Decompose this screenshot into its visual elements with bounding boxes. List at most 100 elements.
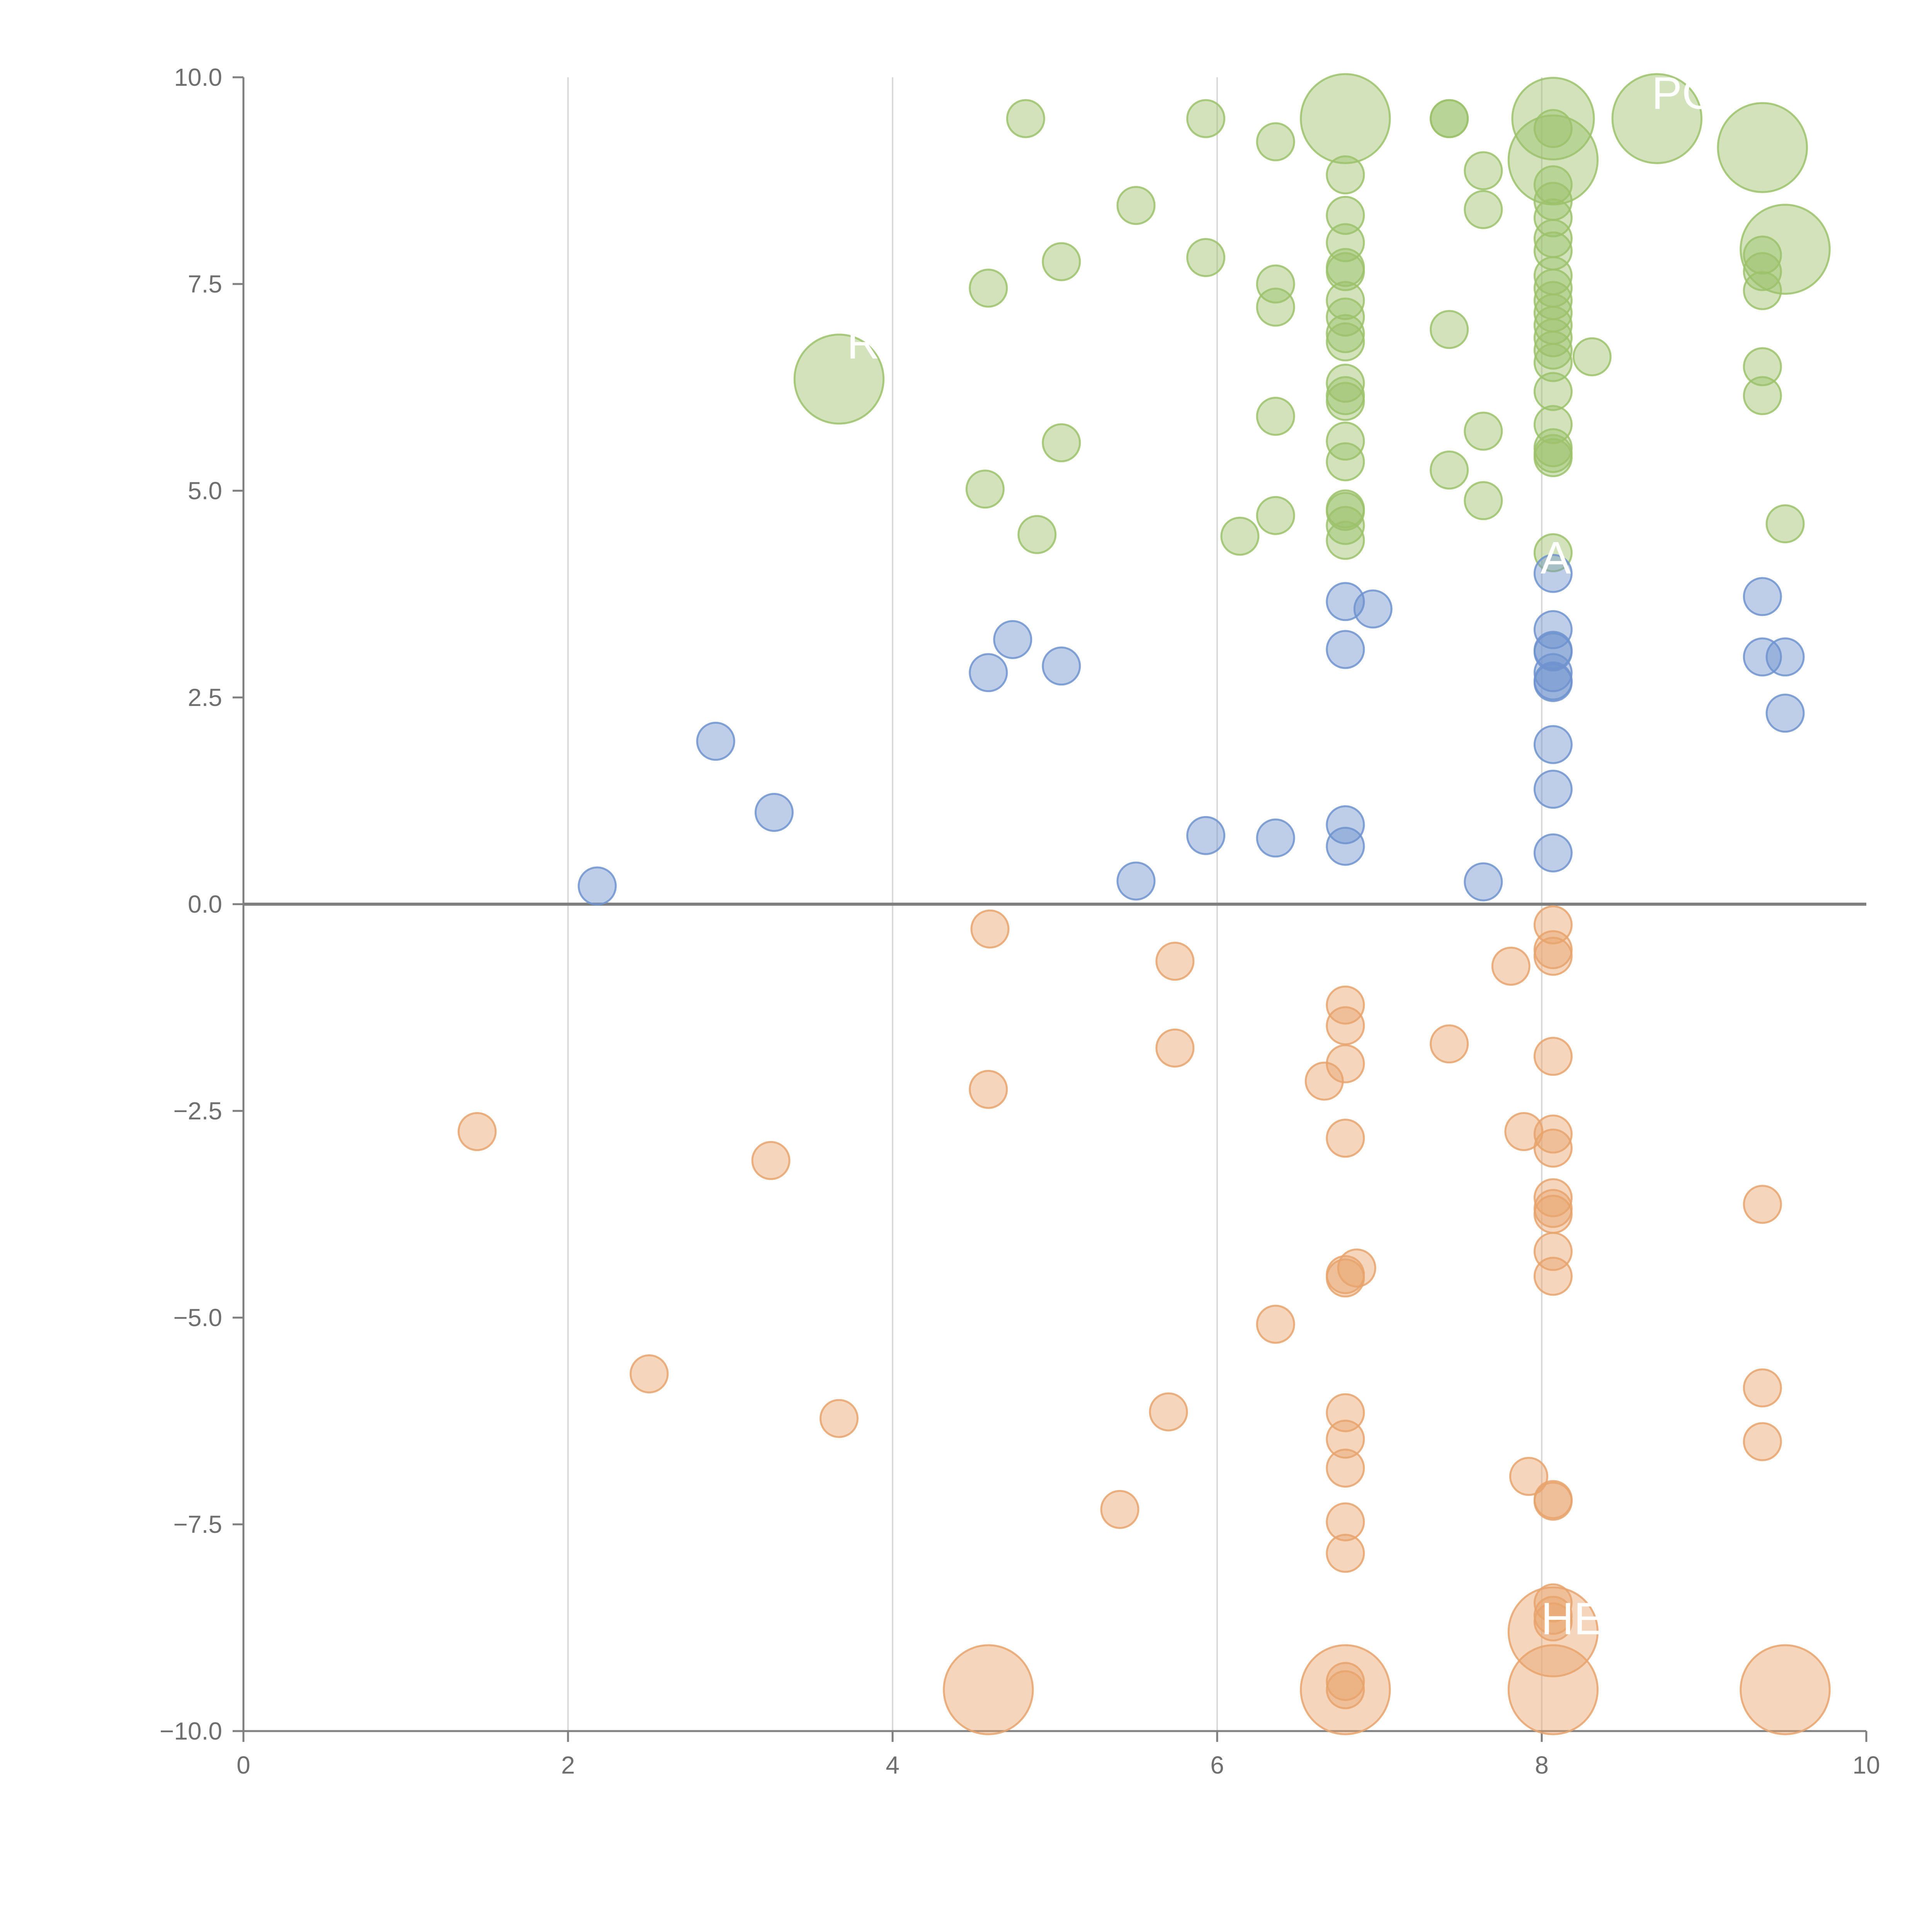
orange-point <box>1533 1114 1573 1154</box>
green-point <box>1116 186 1156 225</box>
orange-point <box>1326 1420 1365 1459</box>
blue-point <box>1042 646 1081 686</box>
y-tick-label: −2.5 <box>173 1097 222 1125</box>
green-point <box>1533 438 1573 477</box>
point-annotation: R <box>847 318 880 369</box>
orange-point <box>1326 1006 1365 1046</box>
y-tick-label: −7.5 <box>173 1510 222 1538</box>
orange-point <box>1743 1368 1782 1408</box>
green-point <box>1326 252 1365 291</box>
orange-point <box>1300 1644 1391 1735</box>
orange-point <box>1326 1670 1365 1709</box>
green-point <box>1326 196 1365 235</box>
green-point <box>1042 423 1081 463</box>
green-point <box>1326 314 1365 353</box>
blue-point <box>1533 632 1573 672</box>
green-point <box>1464 151 1503 190</box>
axes: 0 2 4 6 8 10 10.0 7.5 5.0 2.5 0.0 −2.5 −5.0 −7.5 −10.0 <box>160 63 1880 1779</box>
y-tick-label: 7.5 <box>188 270 222 298</box>
orange-point <box>1326 1119 1365 1158</box>
green-point <box>965 469 1005 509</box>
x-tick-label: 2 <box>561 1751 575 1779</box>
green-point <box>1533 372 1573 411</box>
x-tick-label: 4 <box>886 1751 900 1779</box>
orange-point <box>1326 1662 1365 1701</box>
blue-point <box>578 866 617 906</box>
blue-point <box>1326 805 1365 845</box>
orange-point <box>1743 1422 1782 1461</box>
orange-point <box>457 1112 497 1151</box>
orange-point <box>1533 1481 1573 1521</box>
orange-point <box>1533 1178 1573 1218</box>
orange-point <box>1326 1044 1365 1083</box>
blue-point <box>1765 637 1805 677</box>
blue-point <box>969 653 1008 692</box>
green-point <box>1765 504 1805 544</box>
orange-point <box>969 1070 1008 1109</box>
orange-point <box>1326 1534 1365 1573</box>
orange-point <box>629 1354 669 1394</box>
blue-point <box>1533 653 1573 692</box>
green-point <box>1743 235 1782 275</box>
orange-point <box>943 1644 1034 1735</box>
blue-point <box>1186 816 1226 855</box>
orange-point <box>1533 1195 1573 1234</box>
blue-point <box>1256 818 1295 858</box>
point-annotation: HE <box>1541 1594 1604 1645</box>
blue-point <box>696 721 735 761</box>
orange-point <box>1533 1257 1573 1296</box>
y-tick-label: −10.0 <box>160 1717 222 1745</box>
green-point <box>1533 165 1573 204</box>
orange-point <box>1100 1490 1139 1529</box>
orange-point <box>1743 1185 1782 1224</box>
x-tick-label: 10 <box>1852 1751 1880 1779</box>
green-point <box>1326 520 1365 560</box>
green-point <box>1220 517 1260 556</box>
blue-point <box>1533 725 1573 764</box>
green-point <box>1511 77 1595 161</box>
orange-point <box>970 909 1010 949</box>
blue-point <box>1533 554 1573 593</box>
x-tick-label: 6 <box>1210 1751 1224 1779</box>
orange-point <box>1491 947 1531 986</box>
green-point <box>1430 99 1469 138</box>
data-points <box>457 73 1831 1735</box>
orange-point <box>1509 1457 1548 1496</box>
green-point <box>1464 412 1503 451</box>
orange-point <box>1326 1258 1365 1298</box>
green-point <box>1326 281 1365 320</box>
green-point <box>1186 99 1226 138</box>
green-point <box>1256 287 1295 327</box>
blue-point <box>1353 589 1393 629</box>
orange-point <box>1533 1037 1573 1076</box>
x-tick-label: 8 <box>1535 1751 1549 1779</box>
orange-point <box>1256 1304 1295 1344</box>
green-point <box>1186 238 1226 277</box>
orange-point <box>819 1399 859 1438</box>
orange-point <box>1149 1392 1188 1432</box>
green-point <box>1326 492 1365 531</box>
y-tick-label: 5.0 <box>188 477 222 505</box>
y-tick-label: 2.5 <box>188 684 222 711</box>
blue-point <box>1533 610 1573 650</box>
point-labels: PO R AS HE <box>847 68 1718 1644</box>
y-tick-label: 10.0 <box>174 63 222 91</box>
green-point <box>1533 198 1573 238</box>
orange-point <box>1533 1128 1573 1168</box>
green-point <box>1464 190 1503 229</box>
blue-point <box>1464 862 1503 901</box>
green-point <box>1743 376 1782 415</box>
blue-point <box>1326 827 1365 866</box>
green-point <box>1533 330 1573 370</box>
green-point <box>1743 347 1782 386</box>
orange-point <box>1326 1502 1365 1542</box>
blue-point <box>1326 630 1365 669</box>
orange-point <box>1326 1393 1365 1432</box>
green-point <box>1611 73 1702 164</box>
x-tick-label: 0 <box>236 1751 250 1779</box>
blue-point <box>1533 770 1573 809</box>
blue-point <box>754 793 794 832</box>
green-point <box>1533 533 1573 572</box>
green-point <box>1533 405 1573 444</box>
